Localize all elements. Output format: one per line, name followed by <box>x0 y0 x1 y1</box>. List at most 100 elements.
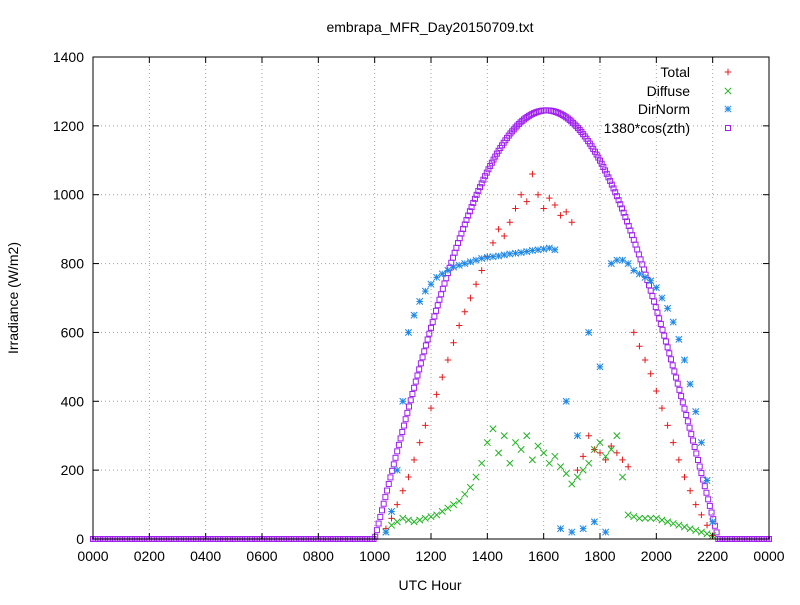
dirnorm-point <box>421 287 429 295</box>
cos-zth-point <box>387 474 394 481</box>
cos-zth-point <box>701 483 708 490</box>
legend-marker-2 <box>724 105 732 113</box>
total-point <box>546 194 553 202</box>
cos-zth-point <box>478 180 485 187</box>
dirnorm-point <box>658 294 666 302</box>
dirnorm-point <box>618 256 627 264</box>
dirnorm-point <box>585 328 593 336</box>
total-point <box>613 449 621 457</box>
cos-zth-point <box>466 208 473 215</box>
y-tick-label: 200 <box>61 462 85 478</box>
dirnorm-point <box>466 258 474 266</box>
cos-zth-point <box>409 391 416 398</box>
cos-zth-point <box>373 527 380 534</box>
dirnorm-point <box>692 408 700 416</box>
dirnorm-point <box>664 304 672 312</box>
cos-zth-point <box>620 209 627 216</box>
cos-zth-point <box>662 338 669 345</box>
cos-zth-point <box>402 416 409 423</box>
cos-zth-point <box>475 187 482 194</box>
total-point <box>501 232 508 240</box>
cos-zth-point <box>639 261 646 268</box>
total-point <box>450 339 457 346</box>
cos-zth-point <box>612 189 619 196</box>
total-point <box>461 308 468 315</box>
total-point <box>692 501 699 508</box>
y-tick-label: 600 <box>61 324 85 340</box>
diffuse-point <box>680 523 689 531</box>
cos-zth-point <box>600 164 607 171</box>
total-point <box>681 473 688 481</box>
dirnorm-point <box>523 247 531 256</box>
cos-zth-point <box>433 307 440 314</box>
dirnorm-point <box>647 277 655 285</box>
dirnorm-point <box>602 528 610 536</box>
cos-zth-point <box>678 393 685 400</box>
cos-zth-point <box>461 221 468 228</box>
diffuse-point <box>506 459 514 467</box>
cos-zth-point <box>414 372 421 379</box>
cos-zth-point <box>488 159 495 166</box>
cos-zth-point <box>397 435 404 442</box>
total-point <box>568 219 576 226</box>
cos-zth-point <box>610 185 617 192</box>
diffuse-point <box>624 511 632 519</box>
diffuse-point <box>528 456 536 464</box>
cos-zth-point <box>438 291 445 298</box>
cos-zth-point <box>449 254 456 261</box>
cos-zth-point <box>483 169 490 176</box>
diffuse-point <box>523 432 531 440</box>
cos-zth-point <box>512 124 519 131</box>
cos-zth-point <box>421 348 428 355</box>
cos-zth-point <box>473 191 480 198</box>
total-point <box>517 191 525 198</box>
legend-label-cos: 1380*cos(zth) <box>604 120 690 136</box>
cos-zth-point <box>468 204 475 211</box>
diffuse-point <box>472 473 480 481</box>
diffuse-point <box>697 528 705 536</box>
series-total <box>382 170 716 539</box>
dirnorm-point <box>433 273 441 281</box>
diffuse-point <box>517 445 525 454</box>
total-point <box>489 239 497 247</box>
cos-zth-point <box>417 360 424 367</box>
diffuse-point <box>664 518 672 526</box>
diffuse-point <box>495 449 503 457</box>
diffuse-point <box>500 432 508 440</box>
y-tick-label: 1400 <box>53 49 84 65</box>
cos-zth-point <box>673 374 680 381</box>
cos-zth-point <box>602 167 609 174</box>
dirnorm-point <box>461 260 469 268</box>
cos-zth-point <box>575 125 582 132</box>
cos-zth-point <box>671 368 678 375</box>
dirnorm-point <box>399 397 407 405</box>
cos-zth-point <box>399 428 406 435</box>
cos-zth-point <box>394 448 401 455</box>
x-tick-label: 2200 <box>697 548 728 564</box>
cos-zth-point <box>411 384 418 391</box>
cos-zth-point <box>389 467 396 474</box>
cos-zth-point <box>416 366 423 373</box>
series-diffuse <box>382 425 717 540</box>
total-point <box>557 212 564 219</box>
dirnorm-point <box>697 439 705 447</box>
y-tick-label: 1000 <box>53 187 84 203</box>
total-point <box>478 267 485 274</box>
dirnorm-point <box>675 335 683 343</box>
cos-zth-point <box>695 456 702 463</box>
legend-label-dirnorm: DirNorm <box>638 101 690 117</box>
diffuse-point <box>635 514 643 522</box>
total-point <box>596 449 604 457</box>
dirnorm-point <box>607 260 615 268</box>
diffuse-point <box>393 518 401 526</box>
cos-zth-point <box>635 251 642 258</box>
total-point <box>653 387 660 395</box>
cos-zth-point <box>515 120 522 127</box>
cos-zth-point <box>649 293 656 300</box>
cos-zth-point <box>654 309 661 316</box>
cos-zth-point <box>434 302 441 309</box>
diffuse-point <box>641 514 649 522</box>
cos-zth-point <box>395 441 402 448</box>
